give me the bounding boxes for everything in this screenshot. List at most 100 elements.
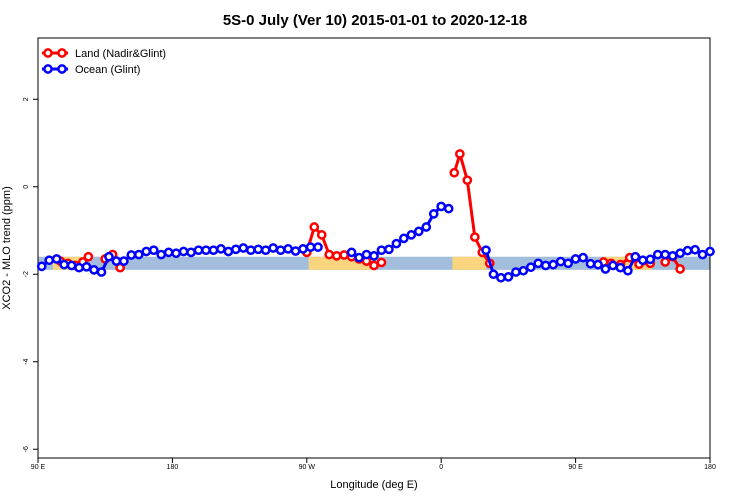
data-point [615, 262, 626, 273]
x-axis: 90 E 180 90 W 0 90 E 180 [31, 458, 716, 471]
data-point [74, 262, 84, 273]
data-point [518, 265, 529, 276]
data-point [697, 249, 708, 260]
data-point [690, 244, 700, 255]
legend-label: Ocean (Glint) [75, 64, 140, 76]
data-point [253, 244, 264, 255]
y-axis: 2 0 -2 -4 -6 [23, 97, 38, 452]
data-point [361, 249, 372, 260]
data-point [171, 248, 181, 259]
data-point [354, 252, 364, 263]
data-point [630, 251, 641, 262]
y-tick-label: 2 [23, 97, 30, 101]
data-point [660, 249, 671, 260]
data-point [316, 230, 327, 240]
data-point [59, 259, 69, 270]
data-point [503, 272, 514, 282]
data-point [313, 242, 323, 252]
data-point [705, 246, 715, 257]
data-point [384, 244, 394, 255]
data-point [376, 257, 387, 268]
data-point [637, 255, 648, 266]
data-point [548, 259, 559, 270]
data-point [309, 222, 320, 232]
data-point [208, 245, 219, 256]
data-point [563, 258, 573, 269]
data-point [104, 251, 114, 262]
y-tick-label: -6 [23, 446, 30, 452]
data-point [141, 246, 152, 257]
data-point [331, 251, 342, 261]
data-point [413, 226, 424, 237]
data-point [324, 249, 335, 260]
data-point [593, 259, 603, 270]
data-point [339, 250, 349, 260]
data-point [533, 258, 544, 269]
data-point [525, 262, 536, 273]
series-layer [36, 149, 715, 283]
data-point [51, 254, 62, 264]
data-point [201, 245, 211, 256]
y-tick-label: 0 [23, 185, 30, 189]
data-point [660, 257, 671, 267]
data-point [449, 167, 460, 178]
data-point [667, 251, 678, 261]
data-point [163, 247, 174, 258]
data-point [290, 246, 301, 256]
data-point [231, 244, 241, 255]
data-point [81, 261, 92, 272]
data-point [223, 246, 234, 257]
data-point [260, 245, 271, 256]
y-tick-label: -2 [23, 271, 30, 277]
data-point [645, 254, 656, 265]
data-point [481, 245, 491, 256]
data-point [376, 245, 387, 256]
data-point [511, 267, 521, 277]
plot-frame [37, 37, 711, 459]
series-ocean [36, 201, 715, 283]
x-tick-label: 90 E [31, 464, 46, 471]
data-point [36, 261, 47, 272]
data-point [245, 245, 256, 256]
data-point [570, 254, 581, 264]
land-band [452, 256, 486, 270]
data-point [111, 256, 122, 266]
data-point [298, 244, 308, 254]
data-point [178, 246, 189, 257]
legend-marker [57, 64, 67, 74]
data-point [83, 251, 94, 262]
x-tick-label: 180 [704, 464, 716, 471]
data-point [555, 256, 566, 267]
data-point [496, 272, 506, 283]
data-point [406, 230, 417, 240]
data-point [421, 222, 432, 232]
data-point [66, 260, 77, 271]
data-point [305, 242, 316, 252]
legend-marker [43, 64, 53, 74]
data-point [469, 232, 480, 242]
legend-marker [43, 48, 53, 58]
data-point [428, 209, 439, 219]
data-point [455, 149, 465, 159]
legend-label: Land (Nadir&Glint) [75, 48, 166, 60]
chart-title: 5S-0 July (Ver 10) 2015-01-01 to 2020-12… [223, 12, 527, 29]
data-point [443, 203, 454, 214]
data-point [238, 243, 249, 253]
data-point [186, 247, 196, 258]
data-point [682, 245, 693, 256]
data-point [89, 265, 99, 275]
data-point [275, 245, 286, 256]
data-point [96, 267, 107, 277]
data-point [623, 265, 633, 276]
data-point [540, 260, 551, 271]
y-axis-label: XCO2 - MLO trend (ppm) [1, 186, 13, 309]
data-point [148, 245, 159, 256]
x-tick-label: 90 W [299, 464, 316, 471]
data-point [268, 243, 279, 253]
x-tick-label: 0 [439, 464, 443, 471]
data-point [369, 251, 379, 261]
data-point [156, 249, 167, 260]
data-point [608, 260, 618, 271]
data-point [133, 249, 144, 260]
